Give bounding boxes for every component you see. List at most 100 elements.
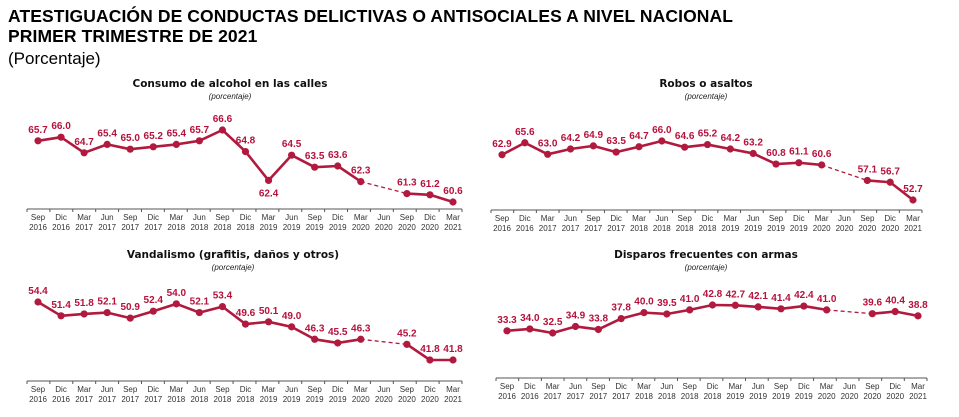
- data-label: 65.4: [97, 128, 117, 139]
- x-tick-label-month: Jun: [838, 214, 851, 223]
- x-tick-label-month: Sep: [308, 213, 323, 222]
- data-label: 41.4: [771, 293, 791, 304]
- main-title-line2: PRIMER TRIMESTRE DE 2021: [8, 26, 258, 46]
- data-point: [80, 310, 88, 318]
- x-tick-label-year: 2019: [306, 395, 324, 404]
- x-tick-label-month: Sep: [31, 213, 46, 222]
- data-point: [886, 178, 894, 186]
- x-tick-label-month: Mar: [169, 213, 183, 222]
- x-tick-label-month: Mar: [820, 382, 834, 391]
- data-point: [195, 308, 203, 317]
- data-point: [288, 323, 296, 331]
- data-label: 64.6: [675, 131, 695, 142]
- data-point: [754, 303, 762, 311]
- data-label: 63.6: [328, 150, 348, 161]
- x-tick-label-month: Sep: [123, 213, 138, 222]
- data-point: [777, 305, 785, 313]
- x-tick-label-month: Dic: [424, 213, 436, 222]
- x-tick-label-year: 2020: [398, 395, 416, 404]
- chart-title: Consumo de alcohol en las calles: [132, 78, 327, 90]
- main-subtitle: (Porcentaje): [8, 49, 101, 68]
- x-tick-label-month: Mar: [262, 213, 276, 222]
- data-point: [334, 339, 342, 347]
- data-label: 45.5: [328, 327, 348, 338]
- x-tick-label-year: 2021: [444, 395, 462, 404]
- x-tick-label-year: 2017: [567, 392, 585, 401]
- x-tick-label-year: 2016: [29, 223, 47, 232]
- data-point: [403, 340, 411, 348]
- x-tick-label-year: 2020: [398, 223, 416, 232]
- x-tick-label-month: Jun: [564, 214, 577, 223]
- chart-title: Disparos frecuentes con armas: [614, 249, 798, 261]
- data-label: 41.0: [817, 294, 837, 305]
- data-label: 52.1: [190, 297, 210, 308]
- x-tick-label-year: 2017: [589, 392, 607, 401]
- x-tick-label-month: Jun: [101, 213, 114, 222]
- x-tick-label-year: 2020: [375, 395, 393, 404]
- data-label: 50.9: [120, 302, 140, 313]
- data-label: 66.0: [652, 125, 672, 136]
- chart-title: Vandalismo (grafitis, daños y otros): [127, 249, 339, 261]
- x-tick-label-year: 2020: [841, 392, 859, 401]
- x-tick-label-month: Dic: [55, 385, 67, 394]
- chart-2: Robos o asaltos(porcentaje)Sep2016Dic201…: [490, 78, 923, 233]
- data-point: [57, 312, 65, 320]
- data-label: 65.7: [28, 125, 48, 136]
- x-tick-label-year: 2018: [704, 392, 722, 401]
- data-label: 33.3: [497, 315, 517, 326]
- data-label: 62.9: [492, 139, 512, 150]
- x-tick-label-month: Dic: [55, 213, 67, 222]
- x-tick-label-month: Mar: [906, 214, 920, 223]
- x-tick-label-year: 2020: [421, 223, 439, 232]
- data-label: 52.4: [144, 295, 164, 306]
- x-tick-label-year: 2020: [881, 224, 899, 233]
- data-point: [708, 301, 717, 309]
- x-tick-label-year: 2018: [167, 395, 185, 404]
- data-point: [149, 143, 157, 151]
- x-tick-label-month: Sep: [215, 385, 230, 394]
- data-point: [726, 145, 734, 153]
- main-title: ATESTIGUACIÓN DE CONDUCTAS DELICTIVAS O …: [8, 6, 733, 46]
- data-label: 62.4: [259, 188, 279, 199]
- data-point: [589, 142, 597, 150]
- x-tick-label-year: 2017: [539, 224, 557, 233]
- x-tick-label-year: 2018: [190, 395, 208, 404]
- data-label: 64.2: [561, 133, 581, 144]
- data-point: [772, 160, 780, 168]
- data-point: [288, 151, 296, 159]
- x-tick-label-month: Mar: [546, 382, 560, 391]
- x-tick-label-year: 2019: [260, 395, 278, 404]
- x-tick-label-year: 2018: [214, 223, 232, 232]
- x-tick-label-month: Sep: [215, 213, 230, 222]
- data-point: [635, 143, 643, 151]
- data-label: 61.3: [397, 178, 417, 189]
- data-point: [172, 300, 180, 308]
- x-tick-label-month: Dic: [147, 213, 159, 222]
- x-tick-label-year: 2019: [329, 223, 347, 232]
- data-label: 38.8: [908, 300, 928, 311]
- x-tick-label-year: 2019: [744, 224, 762, 233]
- data-label: 45.2: [397, 328, 417, 339]
- x-tick-label-year: 2017: [75, 395, 93, 404]
- x-tick-label-year: 2019: [260, 223, 278, 232]
- data-point: [34, 298, 42, 306]
- x-tick-label-year: 2017: [612, 392, 630, 401]
- x-tick-label-year: 2016: [498, 392, 516, 401]
- chart-subtitle: (porcentaje): [212, 263, 255, 272]
- data-label: 41.8: [443, 344, 463, 355]
- x-tick-label-month: Sep: [400, 385, 415, 394]
- data-label: 34.9: [566, 310, 586, 321]
- x-tick-label-year: 2019: [306, 223, 324, 232]
- data-point: [103, 308, 111, 317]
- x-tick-label-year: 2018: [653, 224, 671, 233]
- data-label: 66.0: [51, 121, 71, 132]
- x-tick-label-month: Dic: [610, 214, 622, 223]
- data-point: [566, 145, 575, 153]
- x-tick-label-month: Sep: [591, 382, 606, 391]
- x-tick-label-year: 2018: [167, 223, 185, 232]
- x-tick-label-year: 2018: [214, 395, 232, 404]
- data-point: [264, 176, 273, 184]
- data-label: 64.7: [629, 131, 649, 142]
- data-point: [731, 301, 739, 309]
